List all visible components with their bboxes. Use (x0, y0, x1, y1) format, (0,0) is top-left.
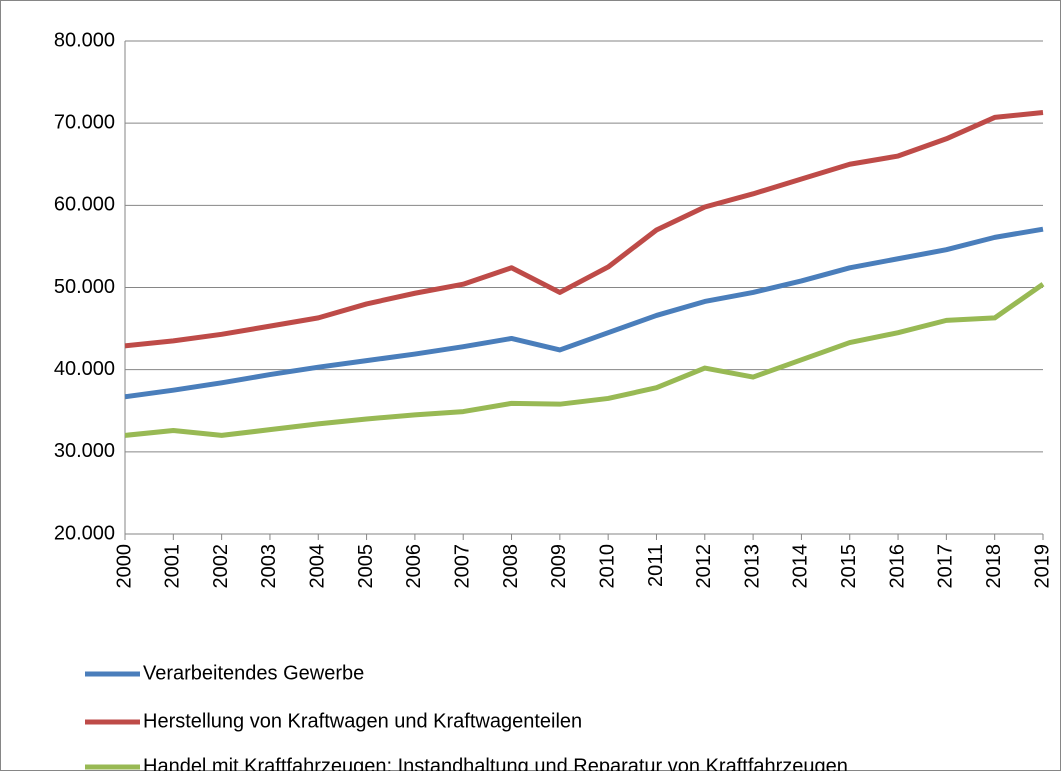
y-tick-label: 60.000 (54, 194, 115, 216)
x-tick-label: 2007 (451, 544, 473, 589)
y-tick-label: 50.000 (54, 276, 115, 298)
legend-label: Verarbeitendes Gewerbe (143, 662, 364, 684)
y-tick-label: 40.000 (54, 358, 115, 380)
x-tick-label: 2003 (258, 544, 280, 589)
x-tick-label: 2019 (1031, 544, 1053, 589)
x-tick-label: 2004 (307, 544, 329, 589)
x-tick-label: 2006 (403, 544, 425, 589)
x-tick-label: 2005 (355, 544, 377, 589)
series-line (124, 282, 1045, 438)
y-tick-label: 30.000 (54, 440, 115, 462)
x-tick-label: 2014 (790, 544, 812, 589)
y-tick-label: 20.000 (54, 522, 115, 544)
legend-label: Handel mit Kraftfahrzeugen; Instandhaltu… (143, 755, 848, 771)
x-tick-label: 2000 (113, 544, 135, 589)
x-tick-label: 2002 (210, 544, 232, 589)
y-tick-label: 80.000 (54, 29, 115, 51)
x-tick-label: 2009 (548, 544, 570, 589)
x-tick-label: 2010 (596, 544, 618, 589)
legend-label: Herstellung von Kraftwagen und Kraftwage… (143, 710, 582, 732)
series-line (124, 226, 1044, 400)
x-tick-label: 2013 (741, 544, 763, 589)
series-line (124, 109, 1044, 349)
x-tick-label: 2018 (983, 544, 1005, 589)
x-tick-label: 2011 (645, 544, 667, 587)
x-tick-label: 2001 (162, 544, 184, 589)
x-tick-label: 2008 (500, 544, 522, 589)
y-tick-label: 70.000 (54, 111, 115, 133)
x-tick-label: 2016 (886, 544, 908, 589)
x-tick-label: 2017 (935, 544, 957, 589)
x-tick-label: 2012 (693, 544, 715, 589)
x-tick-label: 2015 (838, 544, 860, 589)
